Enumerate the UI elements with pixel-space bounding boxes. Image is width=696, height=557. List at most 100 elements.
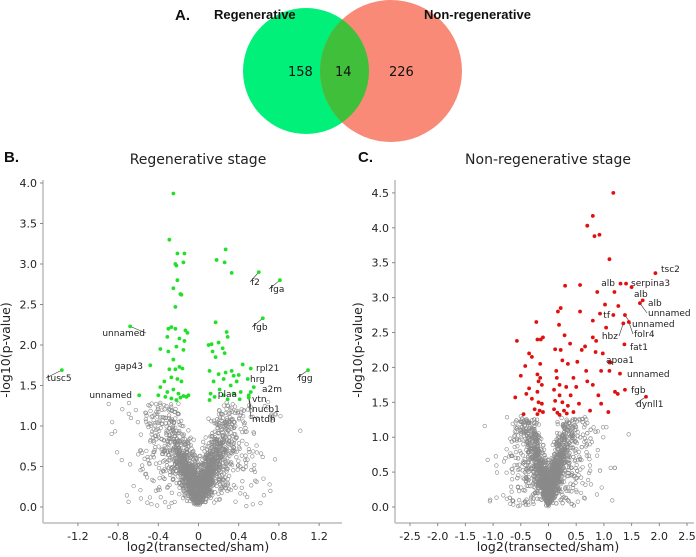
- nonsignificant-point: [213, 446, 219, 452]
- significant-point: [575, 359, 580, 364]
- nonsignificant-point: [568, 481, 573, 486]
- significant-point: [527, 386, 532, 391]
- nonsignificant-point: [509, 453, 514, 458]
- nonsignificant-point: [234, 408, 239, 413]
- y-tick-label: 1.0: [20, 420, 38, 433]
- nonsignificant-point: [203, 443, 208, 448]
- nonsignificant-point: [512, 438, 517, 443]
- nonsignificant-point: [231, 483, 236, 488]
- nonsignificant-point: [177, 492, 182, 497]
- significant-point: [562, 333, 567, 338]
- y-tick-label: 3.5: [20, 218, 38, 231]
- significant-point: [585, 223, 590, 228]
- nonsignificant-point: [158, 425, 163, 431]
- nonsignificant-point: [542, 485, 547, 490]
- nonsignificant-point: [201, 439, 206, 445]
- nonsignificant-point: [155, 426, 161, 432]
- nonsignificant-point: [145, 455, 150, 460]
- venn-right-label: Non-regenerative: [424, 7, 531, 22]
- y-tick-label: 0.0: [20, 501, 38, 514]
- gene-label: fgb: [631, 386, 646, 396]
- nonsignificant-point: [591, 425, 596, 430]
- significant-point: [536, 379, 541, 384]
- nonsignificant-point: [548, 462, 553, 468]
- nonsignificant-point: [145, 500, 150, 505]
- nonsignificant-point: [494, 470, 500, 475]
- nonsignificant-point: [583, 482, 588, 487]
- nonsignificant-point: [225, 466, 230, 471]
- labeled-point: [653, 271, 658, 276]
- nonsignificant-point: [239, 453, 244, 458]
- gene-label: rpl21: [256, 364, 279, 374]
- labeled-point: [148, 363, 153, 368]
- nonsignificant-point: [154, 409, 159, 414]
- nonsignificant-point: [269, 413, 274, 418]
- nonsignificant-point: [223, 475, 228, 480]
- nonsignificant-point: [187, 490, 192, 495]
- nonsignificant-point: [572, 428, 577, 433]
- nonsignificant-point: [532, 445, 537, 451]
- nonsignificant-point: [535, 484, 541, 489]
- significant-point: [518, 373, 523, 378]
- nonsignificant-point: [601, 435, 606, 440]
- x-tick-label: -0.5: [510, 530, 531, 543]
- nonsignificant-point: [225, 427, 230, 432]
- nonsignificant-point: [126, 411, 131, 416]
- significant-point: [181, 347, 186, 352]
- significant-point: [523, 364, 528, 368]
- nonsignificant-point: [167, 447, 172, 452]
- nonsignificant-point: [243, 464, 249, 469]
- significant-point: [228, 383, 233, 388]
- nonsignificant-point: [525, 465, 530, 470]
- nonsignificant-point: [161, 415, 167, 420]
- nonsignificant-point: [162, 407, 167, 412]
- significant-point: [178, 395, 183, 400]
- significant-point: [207, 369, 212, 373]
- nonsignificant-point: [198, 479, 204, 484]
- significant-point: [156, 393, 161, 398]
- nonsignificant-point: [562, 431, 567, 437]
- nonsignificant-point: [539, 474, 544, 479]
- chart-title: Regenerative stage: [130, 152, 267, 168]
- significant-point: [583, 344, 587, 349]
- nonsignificant-point: [526, 449, 531, 454]
- significant-point: [535, 372, 540, 377]
- nonsignificant-point: [184, 439, 189, 444]
- nonsignificant-point: [195, 499, 201, 504]
- nonsignificant-point: [554, 491, 559, 497]
- significant-point: [181, 260, 186, 265]
- x-tick-label: 1.0: [595, 530, 613, 543]
- nonsignificant-point: [251, 430, 256, 435]
- nonsignificant-point: [532, 417, 537, 422]
- nonsignificant-point: [554, 430, 560, 436]
- nonsignificant-point: [528, 428, 533, 433]
- nonsignificant-point: [532, 435, 537, 440]
- nonsignificant-point: [574, 419, 580, 424]
- nonsignificant-point: [242, 422, 247, 427]
- nonsignificant-point: [240, 479, 245, 484]
- nonsignificant-point: [180, 465, 186, 470]
- nonsignificant-point: [225, 455, 230, 461]
- labeled-point: [248, 390, 253, 394]
- nonsignificant-point: [561, 437, 566, 442]
- labeled-point: [618, 371, 622, 376]
- nonsignificant-point: [565, 485, 570, 490]
- x-tick-label: 2.5: [678, 530, 696, 543]
- significant-point: [597, 232, 602, 237]
- nonsignificant-point: [570, 433, 575, 438]
- panel-label: C.: [358, 149, 373, 166]
- nonsignificant-point: [523, 488, 528, 493]
- nonsignificant-point: [237, 446, 242, 451]
- significant-point: [615, 392, 620, 396]
- significant-point: [599, 401, 604, 406]
- nonsignificant-point: [157, 415, 163, 420]
- nonsignificant-point: [177, 472, 182, 477]
- y-tick-label: 1.5: [372, 396, 390, 409]
- nonsignificant-point: [224, 482, 229, 487]
- nonsignificant-point: [232, 404, 238, 409]
- significant-point: [552, 407, 556, 412]
- nonsignificant-point: [550, 492, 555, 497]
- nonsignificant-point: [228, 407, 234, 412]
- gene-label: plaa: [218, 390, 237, 400]
- nonsignificant-point: [216, 462, 222, 467]
